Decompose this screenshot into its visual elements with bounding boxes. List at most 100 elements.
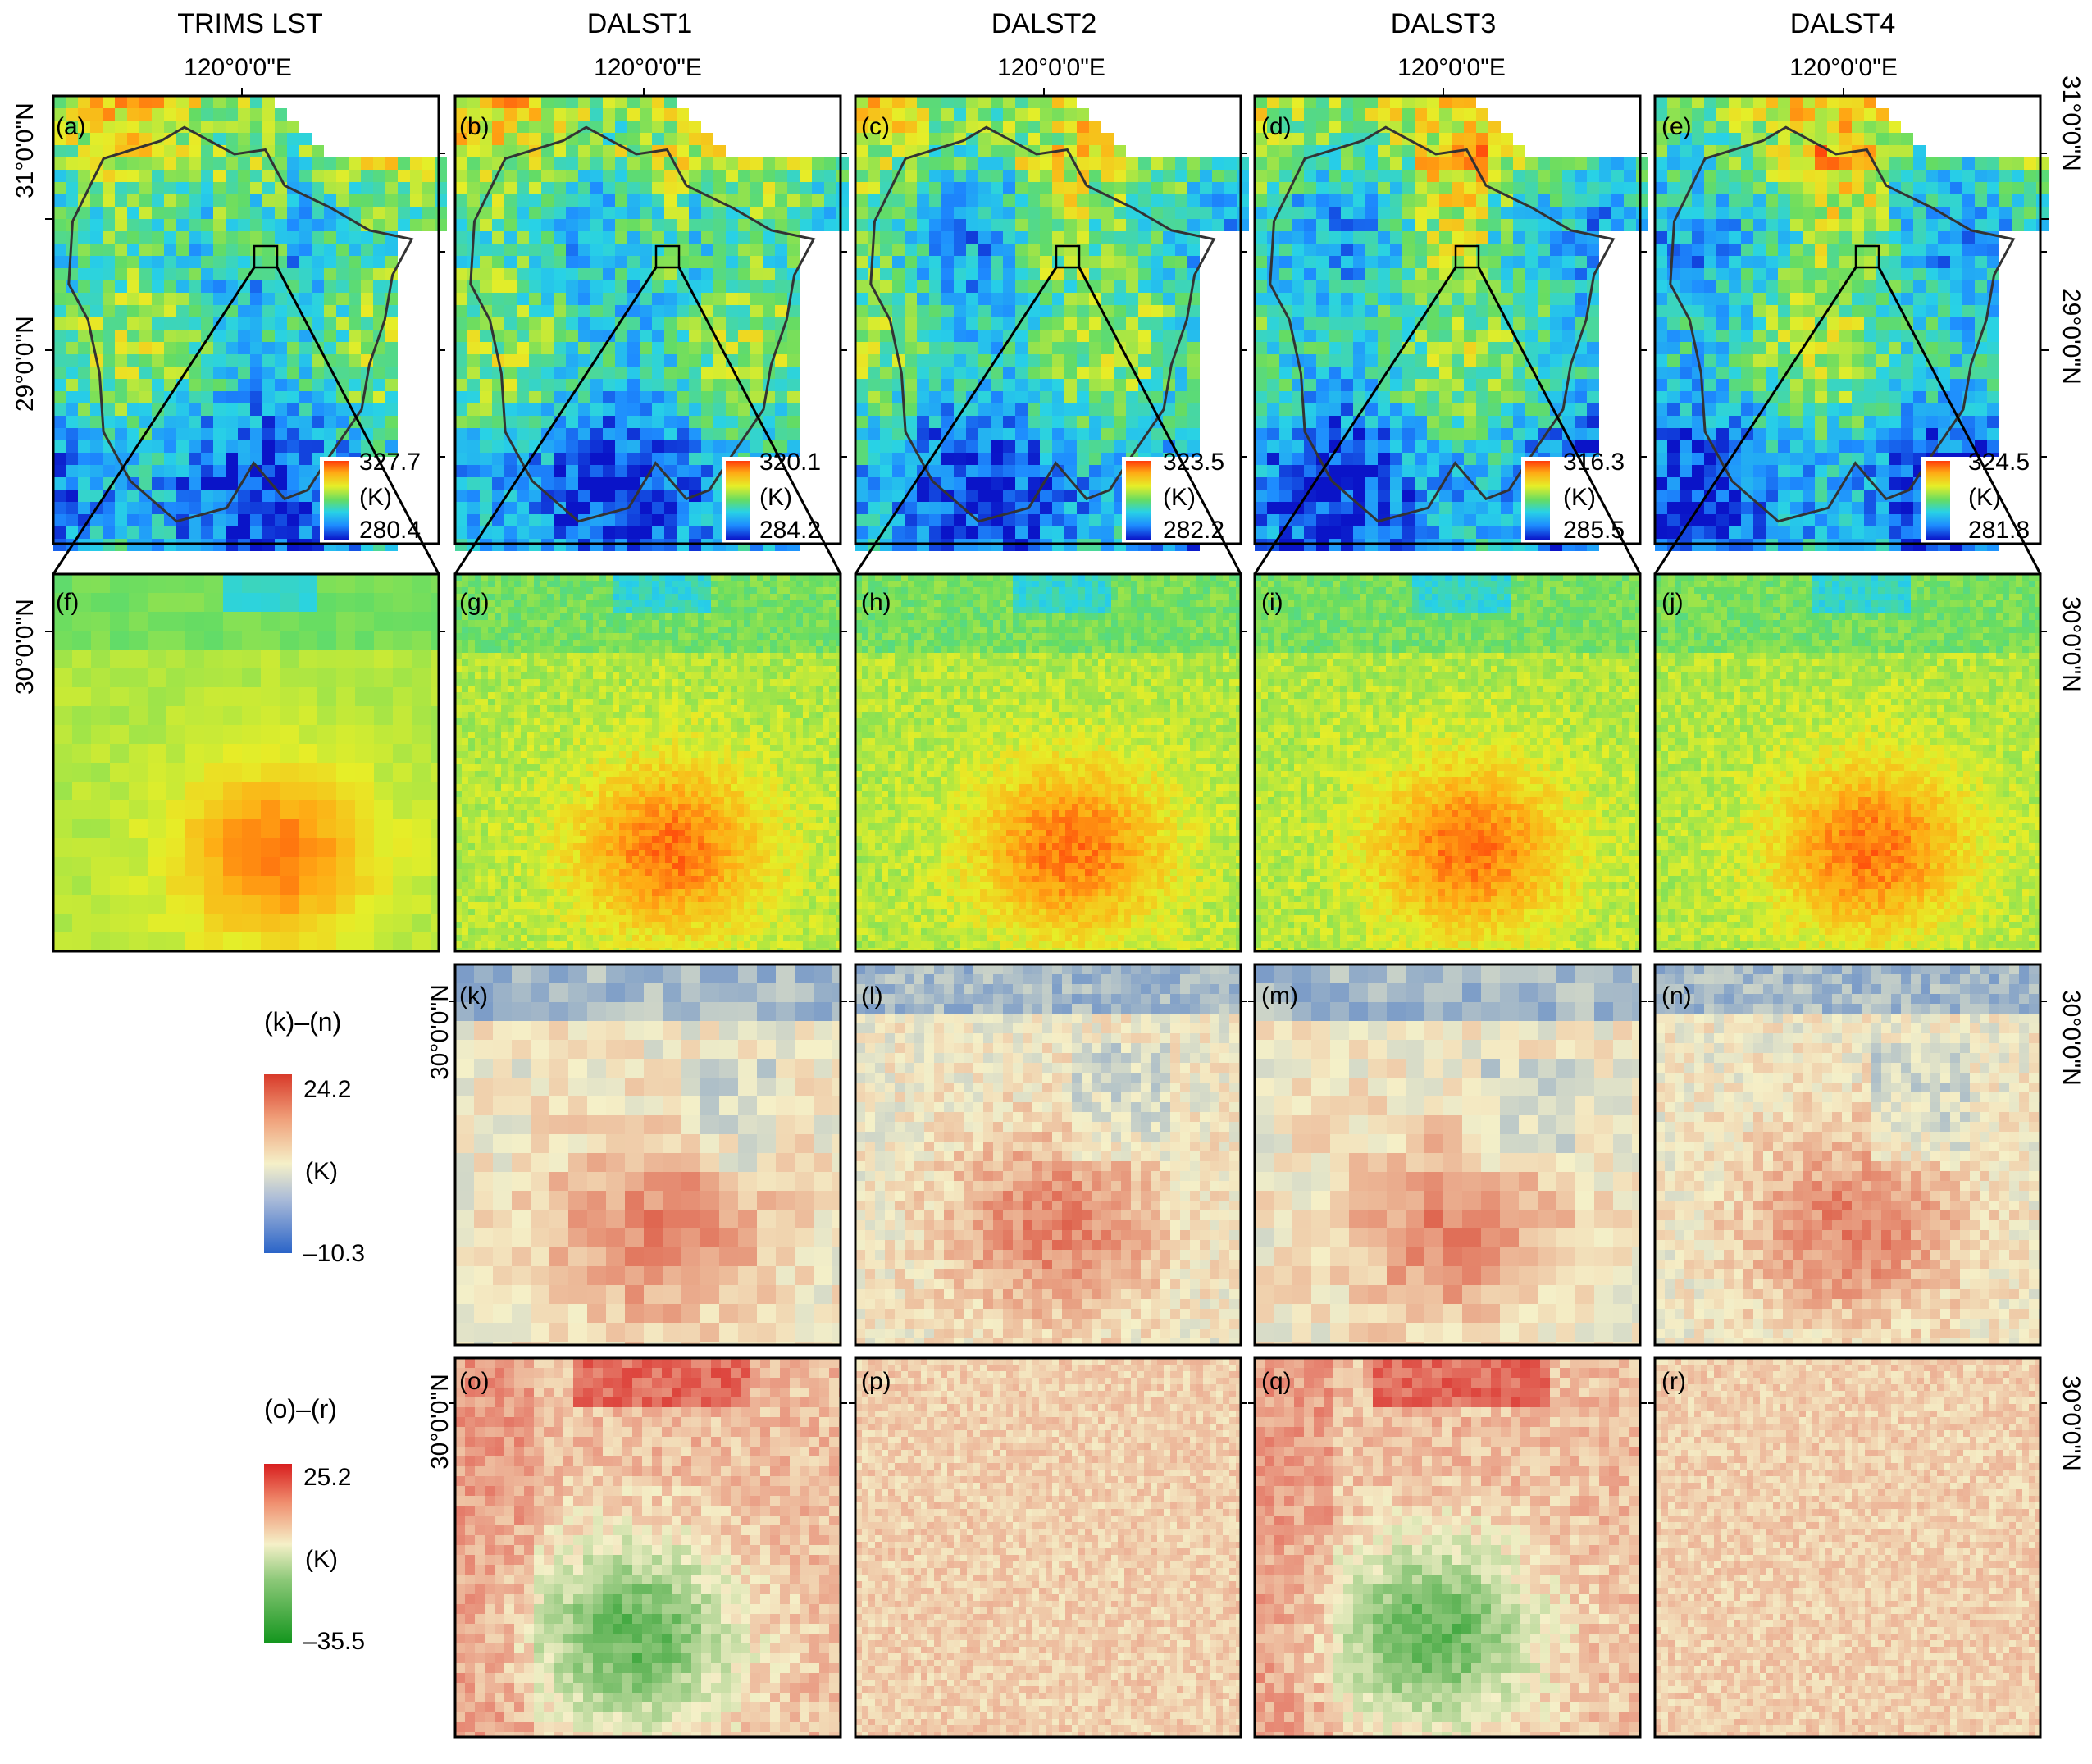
- map-pixel: [480, 170, 492, 182]
- map-pixel: [238, 403, 250, 416]
- map-pixel: [115, 96, 127, 108]
- map-pixel: [152, 194, 164, 207]
- map-pixel: [78, 428, 90, 440]
- map-pixel: [664, 121, 677, 133]
- map-pixel: [554, 157, 566, 170]
- map-pixel: [66, 440, 78, 453]
- map-pixel: [262, 268, 275, 280]
- map-pixel: [504, 108, 517, 121]
- map-pixel: [455, 170, 467, 182]
- map-pixel: [189, 108, 201, 121]
- map-pixel: [189, 465, 201, 477]
- map-pixel: [324, 182, 336, 194]
- map-pixel: [53, 391, 66, 403]
- map-pixel: [189, 453, 201, 465]
- map-pixel: [213, 293, 226, 305]
- map-pixel: [164, 428, 176, 440]
- map-pixel: [139, 391, 152, 403]
- map-pixel: [250, 182, 262, 194]
- map-pixel: [566, 182, 578, 194]
- map-pixel: [127, 231, 139, 244]
- map-pixel: [139, 182, 152, 194]
- map-pixel: [373, 268, 385, 280]
- map-pixel: [262, 526, 275, 539]
- map-pixel: [422, 194, 435, 207]
- map-pixel: [615, 96, 627, 108]
- map-pixel: [398, 207, 410, 219]
- map-pixel: [238, 502, 250, 514]
- map-pixel: [349, 194, 361, 207]
- map-pixel: [349, 391, 361, 403]
- map-pixel: [287, 268, 299, 280]
- map-pixel: [492, 133, 504, 145]
- map-pixel: [349, 157, 361, 170]
- map-pixel: [53, 440, 66, 453]
- map-pixel: [517, 121, 529, 133]
- map-pixel: [275, 428, 287, 440]
- map-pixel: [504, 96, 517, 108]
- map-pixel: [78, 231, 90, 244]
- map-pixel: [176, 490, 189, 502]
- map-pixel: [517, 133, 529, 145]
- map-pixel: [139, 403, 152, 416]
- map-pixel: [275, 121, 287, 133]
- map-pixel: [262, 121, 275, 133]
- map-pixel: [201, 268, 213, 280]
- map-pixel: [455, 182, 467, 194]
- map-pixel: [152, 293, 164, 305]
- map-pixel: [373, 354, 385, 367]
- map-pixel: [213, 514, 226, 526]
- map-pixel: [103, 108, 115, 121]
- map-pixel: [435, 219, 447, 231]
- map-pixel: [176, 403, 189, 416]
- map-pixel: [90, 145, 103, 157]
- map-pixel: [152, 379, 164, 391]
- map-pixel: [287, 145, 299, 157]
- map-pixel: [226, 465, 238, 477]
- map-pixel: [238, 490, 250, 502]
- map-pixel: [262, 490, 275, 502]
- map-pixel: [689, 145, 701, 157]
- map-pixel: [213, 367, 226, 379]
- map-pixel: [238, 367, 250, 379]
- map-pixel: [262, 379, 275, 391]
- map-pixel: [213, 440, 226, 453]
- map-pixel: [152, 342, 164, 354]
- map-pixel: [435, 182, 447, 194]
- map-pixel: [250, 194, 262, 207]
- map-pixel: [189, 268, 201, 280]
- map-pixel: [127, 207, 139, 219]
- map-pixel: [78, 219, 90, 231]
- map-pixel: [78, 465, 90, 477]
- map-pixel: [164, 440, 176, 453]
- map-pixel: [201, 145, 213, 157]
- map-pixel: [226, 256, 238, 268]
- map-pixel: [226, 244, 238, 256]
- map-pixel: [152, 108, 164, 121]
- map-pixel: [299, 391, 312, 403]
- map-pixel: [299, 268, 312, 280]
- map-pixel: [66, 354, 78, 367]
- map-pixel: [480, 96, 492, 108]
- map-pixel: [164, 194, 176, 207]
- map-pixel: [115, 354, 127, 367]
- map-pixel: [103, 305, 115, 317]
- map-pixel: [529, 182, 541, 194]
- map-pixel: [127, 403, 139, 416]
- map-pixel: [361, 342, 373, 354]
- map-pixel: [189, 256, 201, 268]
- map-pixel: [275, 465, 287, 477]
- map-pixel: [127, 354, 139, 367]
- map-pixel: [201, 108, 213, 121]
- map-pixel: [164, 354, 176, 367]
- map-pixel: [713, 157, 726, 170]
- map-pixel: [238, 428, 250, 440]
- colorbar: [324, 461, 349, 540]
- map-pixel: [103, 170, 115, 182]
- map-pixel: [287, 194, 299, 207]
- map-pixel: [176, 305, 189, 317]
- map-pixel: [336, 231, 349, 244]
- map-pixel: [529, 157, 541, 170]
- map-pixel: [139, 194, 152, 207]
- map-pixel: [127, 502, 139, 514]
